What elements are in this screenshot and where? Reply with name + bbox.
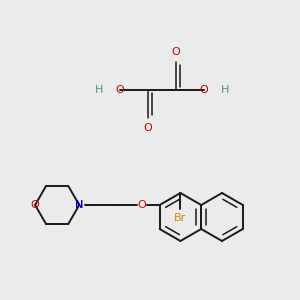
- Text: H: H: [221, 85, 229, 95]
- Text: O: O: [31, 200, 40, 210]
- Text: O: O: [200, 85, 208, 95]
- Text: O: O: [116, 85, 124, 95]
- Text: O: O: [137, 200, 146, 210]
- Text: N: N: [75, 200, 83, 210]
- Text: Br: Br: [174, 213, 187, 223]
- Text: O: O: [144, 123, 152, 133]
- Text: N: N: [75, 200, 83, 210]
- Text: O: O: [172, 47, 180, 57]
- Text: H: H: [95, 85, 103, 95]
